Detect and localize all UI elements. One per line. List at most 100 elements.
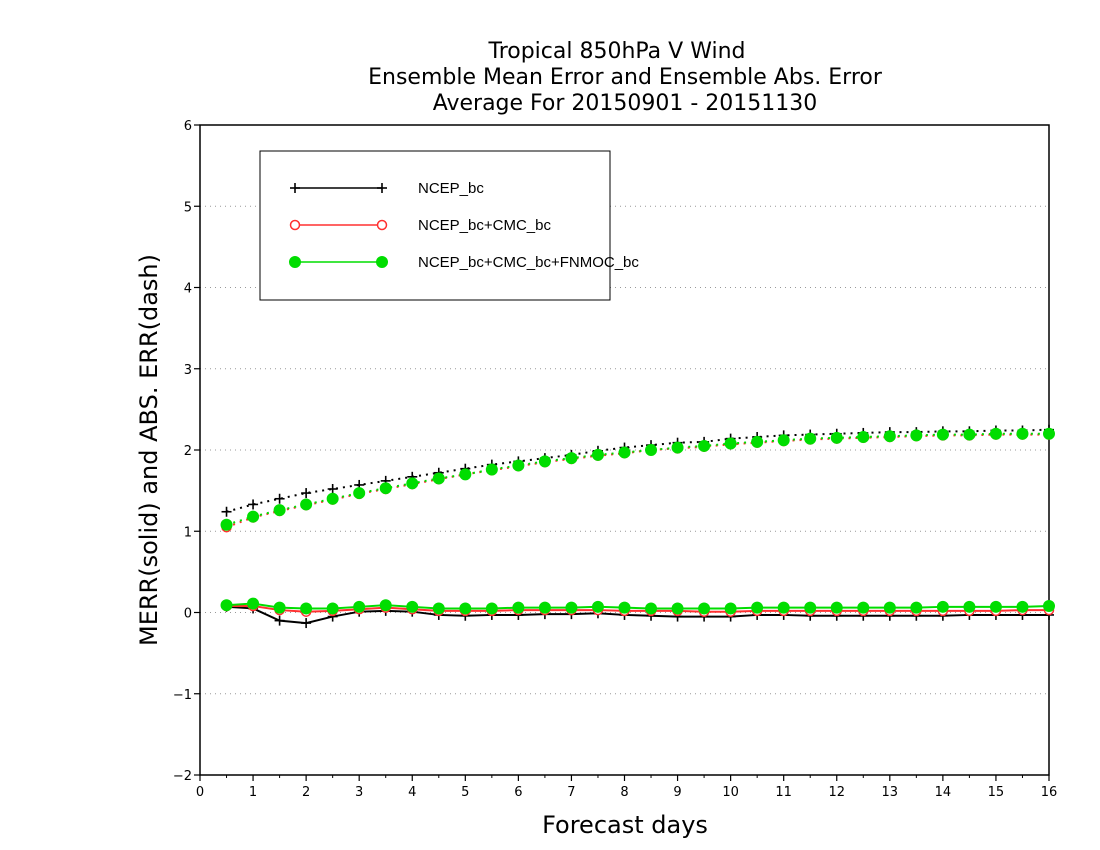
legend-label: NCEP_bc+CMC_bc+FNMOC_bc	[418, 254, 639, 271]
merr-point	[618, 601, 631, 614]
merr-point	[989, 600, 1002, 613]
x-tick-label: 2	[302, 785, 310, 800]
abserr-point	[645, 444, 658, 456]
x-tick-label: 15	[988, 785, 1005, 800]
abserr-point	[989, 427, 1002, 440]
y-tick-label: 6	[184, 119, 192, 134]
abserr-point	[751, 435, 764, 448]
merr-point	[1043, 600, 1055, 612]
series-1	[221, 424, 1054, 629]
y-tick-label: 3	[184, 363, 192, 378]
merr-point	[301, 618, 312, 629]
abserr-point	[406, 477, 419, 490]
abserr-point	[538, 455, 551, 468]
merr-point	[698, 602, 711, 615]
abserr-point	[247, 510, 260, 523]
x-tick-label: 7	[567, 785, 575, 800]
merr-point	[671, 602, 684, 615]
y-tick-label: −2	[173, 769, 192, 784]
legend-swatch-marker	[289, 256, 301, 268]
legend-swatch-marker	[290, 183, 300, 193]
abserr-point	[220, 518, 233, 531]
abserr-point	[804, 432, 817, 445]
y-tick-label: 4	[184, 282, 192, 297]
y-axis-label: MERR(solid) and ABS. ERR(dash)	[135, 254, 163, 646]
abserr-point	[936, 428, 949, 441]
series-3	[220, 427, 1055, 615]
merr-point	[1016, 600, 1029, 613]
abserr-point	[1043, 427, 1055, 440]
merr-point	[804, 601, 817, 614]
series-layer	[220, 424, 1055, 629]
merr-point	[724, 602, 737, 615]
merr-point	[273, 601, 286, 614]
merr-point	[485, 602, 498, 615]
legend-swatch-marker	[376, 219, 388, 231]
abserr-point	[248, 499, 259, 510]
abserr-point	[698, 439, 711, 452]
x-tick-label: 5	[461, 785, 469, 800]
abserr-point	[432, 472, 445, 485]
y-tick-label: −1	[173, 688, 192, 703]
merr-point	[459, 602, 472, 615]
merr-point	[565, 601, 578, 614]
x-tick-label: 13	[882, 785, 899, 800]
y-tick-label: 2	[184, 444, 192, 459]
abserr-point	[353, 487, 366, 500]
abserr-point	[459, 468, 472, 481]
x-tick-label: 8	[620, 785, 628, 800]
legend-label: NCEP_bc+CMC_bc	[418, 217, 551, 234]
merr-point	[910, 601, 923, 614]
y-tick-label: 0	[184, 607, 192, 622]
abserr-point	[963, 428, 976, 441]
merr-point	[751, 601, 764, 614]
abserr-point	[883, 430, 896, 443]
x-tick-label: 3	[355, 785, 363, 800]
chart-title-line-1: Tropical 850hPa V Wind	[487, 39, 745, 64]
merr-point	[512, 601, 525, 614]
abserr-line	[226, 432, 1049, 526]
x-tick-label: 12	[828, 785, 845, 800]
x-tick-label: 0	[196, 785, 204, 800]
x-tick-label: 16	[1041, 785, 1058, 800]
abserr-point	[221, 506, 232, 517]
abserr-point	[326, 492, 339, 505]
merr-line	[226, 602, 1050, 610]
x-tick-label: 11	[775, 785, 792, 800]
merr-point	[406, 600, 419, 613]
abserr-point	[777, 434, 790, 447]
merr-point	[777, 601, 790, 614]
abserr-point	[618, 446, 631, 459]
merr-point	[857, 601, 870, 614]
abserr-point	[857, 431, 870, 443]
y-tick-label: 5	[184, 200, 192, 215]
abserr-point	[591, 448, 604, 461]
abserr-point	[565, 452, 578, 465]
x-tick-label: 6	[514, 785, 522, 800]
x-axis-label: Forecast days	[542, 811, 708, 839]
merr-point	[300, 602, 313, 615]
abserr-point	[273, 504, 286, 517]
merr-point	[936, 600, 949, 613]
abserr-point	[910, 429, 923, 442]
x-tick-label: 4	[408, 785, 416, 800]
abserr-point	[485, 463, 498, 476]
abserr-point	[379, 482, 392, 495]
merr-point	[591, 600, 604, 613]
abserr-point	[671, 441, 684, 454]
chart-title-line-2: Ensemble Mean Error and Ensemble Abs. Er…	[368, 65, 883, 90]
merr-point	[645, 602, 658, 615]
abserr-point	[301, 488, 312, 499]
abserr-point	[724, 437, 737, 450]
merr-point	[379, 599, 392, 612]
chart-title-line-3: Average For 20150901 - 20151130	[433, 91, 818, 116]
merr-point	[220, 599, 233, 612]
abserr-line	[226, 433, 1049, 529]
abserr-point	[300, 498, 313, 511]
legend-swatch-marker	[289, 219, 301, 231]
y-tick-label: 1	[184, 525, 192, 540]
abserr-point	[274, 493, 285, 504]
legend-label: NCEP_bc	[418, 180, 484, 197]
